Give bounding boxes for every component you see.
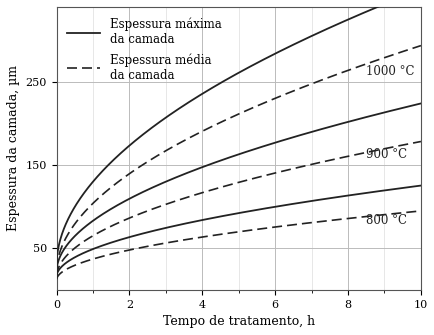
X-axis label: Tempo de tratamento, h: Tempo de tratamento, h — [162, 315, 314, 328]
Text: 1000 °C: 1000 °C — [365, 65, 414, 78]
Legend: Espessura máxima
da camada, Espessura média
da camada: Espessura máxima da camada, Espessura mé… — [62, 13, 226, 86]
Text: 800 °C: 800 °C — [365, 214, 406, 227]
Y-axis label: Espessura da camada, µm: Espessura da camada, µm — [7, 65, 20, 231]
Text: 900 °C: 900 °C — [365, 148, 407, 161]
